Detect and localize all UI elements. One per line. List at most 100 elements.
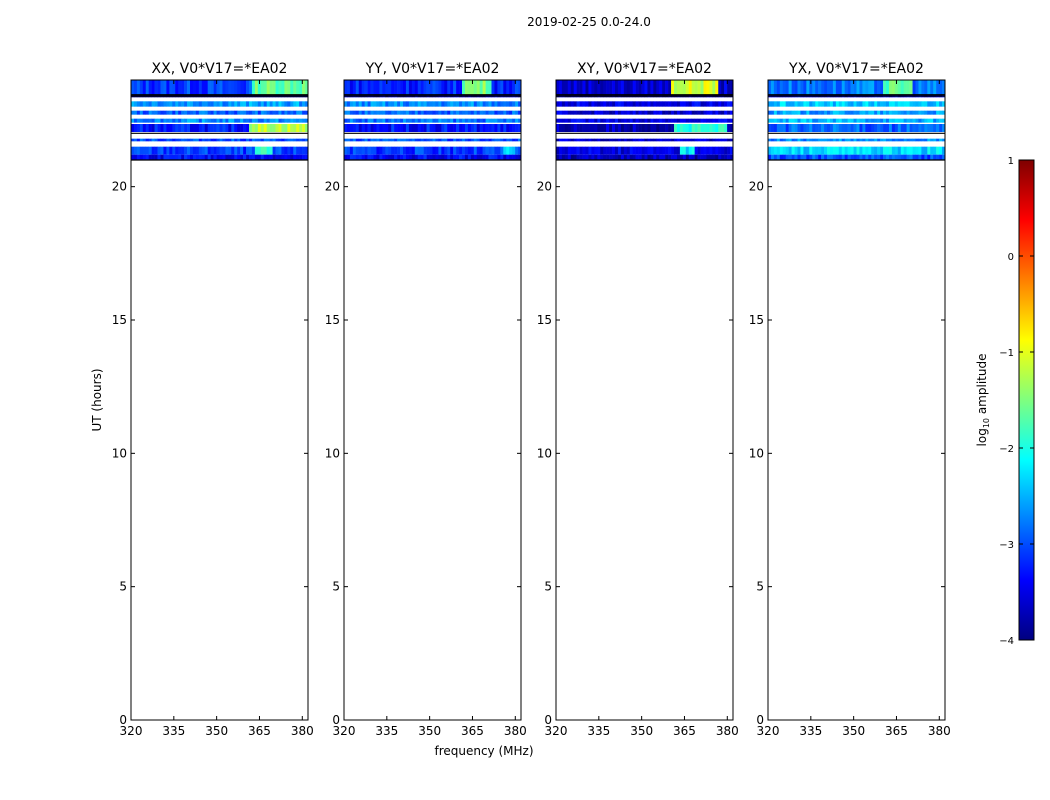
data-cell	[441, 124, 445, 132]
data-cell	[656, 118, 660, 123]
data-cell	[730, 80, 734, 95]
data-cell	[420, 80, 424, 95]
data-cell	[617, 138, 622, 142]
data-cell	[358, 118, 362, 123]
data-cell	[703, 138, 707, 142]
data-cell	[213, 110, 217, 115]
data-cell	[187, 146, 191, 155]
data-cell	[488, 138, 492, 142]
data-cell	[886, 118, 890, 123]
data-cell	[588, 138, 592, 142]
data-cell	[438, 154, 442, 160]
data-cell	[880, 146, 884, 155]
data-cell	[727, 118, 731, 123]
data-cell	[668, 146, 672, 155]
data-cell	[154, 118, 158, 123]
data-cell	[355, 154, 360, 160]
data-cell	[246, 118, 250, 123]
data-cell	[260, 146, 265, 155]
data-cell	[688, 124, 692, 132]
data-cell	[612, 138, 616, 142]
data-cell	[237, 124, 241, 132]
data-cell	[257, 118, 262, 123]
data-cell	[204, 124, 208, 132]
data-cell	[222, 80, 226, 95]
data-cell	[662, 138, 666, 142]
data-cell	[847, 138, 851, 142]
data-cell	[647, 124, 651, 132]
data-cell	[488, 154, 492, 160]
data-cell	[515, 124, 519, 132]
data-cell	[131, 146, 135, 155]
data-cell	[632, 146, 636, 155]
data-cell	[136, 124, 141, 132]
data-cell	[576, 146, 580, 155]
data-cell	[187, 110, 191, 115]
data-cell	[426, 101, 430, 107]
data-cell	[169, 101, 173, 107]
data-cell	[865, 118, 869, 123]
data-cell	[133, 80, 138, 95]
data-cell	[405, 124, 410, 132]
data-cell	[638, 154, 642, 160]
data-band	[768, 118, 946, 123]
data-cell	[779, 124, 784, 132]
data-cell	[305, 80, 309, 95]
data-cell	[629, 154, 633, 160]
data-cell	[181, 118, 185, 123]
data-cell	[788, 80, 792, 95]
data-cell	[190, 146, 194, 155]
data-cell	[349, 154, 354, 160]
x-tick-label: 320	[120, 724, 143, 738]
data-cell	[352, 110, 357, 115]
panel-title: YX, V0*V17=*EA02	[788, 61, 924, 77]
data-cell	[509, 138, 513, 142]
data-cell	[447, 124, 451, 132]
data-cell	[166, 118, 170, 123]
data-cell	[709, 101, 713, 107]
data-cell	[266, 146, 270, 155]
data-cell	[835, 101, 840, 107]
data-cell	[136, 80, 141, 95]
data-cell	[665, 101, 669, 107]
data-cell	[797, 110, 801, 115]
data-cell	[494, 154, 498, 160]
data-cell	[803, 80, 807, 95]
data-cell	[933, 146, 937, 155]
data-cell	[644, 110, 648, 115]
data-cell	[829, 101, 834, 107]
data-cell	[503, 154, 507, 160]
data-cell	[838, 110, 843, 115]
data-cell	[373, 110, 377, 115]
data-cell	[491, 110, 495, 115]
data-cell	[588, 124, 592, 132]
data-cell	[806, 101, 810, 107]
data-cell	[243, 154, 247, 160]
data-cell	[939, 154, 943, 160]
data-cell	[349, 146, 354, 155]
data-cell	[909, 101, 913, 107]
data-cell	[600, 138, 604, 142]
data-cell	[414, 154, 419, 160]
data-cell	[773, 118, 778, 123]
data-cell	[897, 124, 902, 132]
data-cell	[927, 101, 931, 107]
data-cell	[874, 138, 878, 142]
data-cell	[275, 146, 279, 155]
data-cell	[556, 118, 560, 123]
data-cell	[791, 138, 795, 142]
data-cell	[175, 118, 179, 123]
data-cell	[172, 146, 176, 155]
data-cell	[685, 124, 690, 132]
data-cell	[438, 110, 442, 115]
data-cell	[721, 118, 725, 123]
data-cell	[656, 101, 660, 107]
panel-frame	[343, 79, 522, 721]
data-cell	[691, 124, 695, 132]
data-cell	[201, 138, 206, 142]
data-cell	[597, 124, 601, 132]
data-cell	[361, 138, 365, 142]
data-cell	[195, 138, 200, 142]
data-cell	[272, 138, 276, 142]
data-cell	[668, 118, 672, 123]
